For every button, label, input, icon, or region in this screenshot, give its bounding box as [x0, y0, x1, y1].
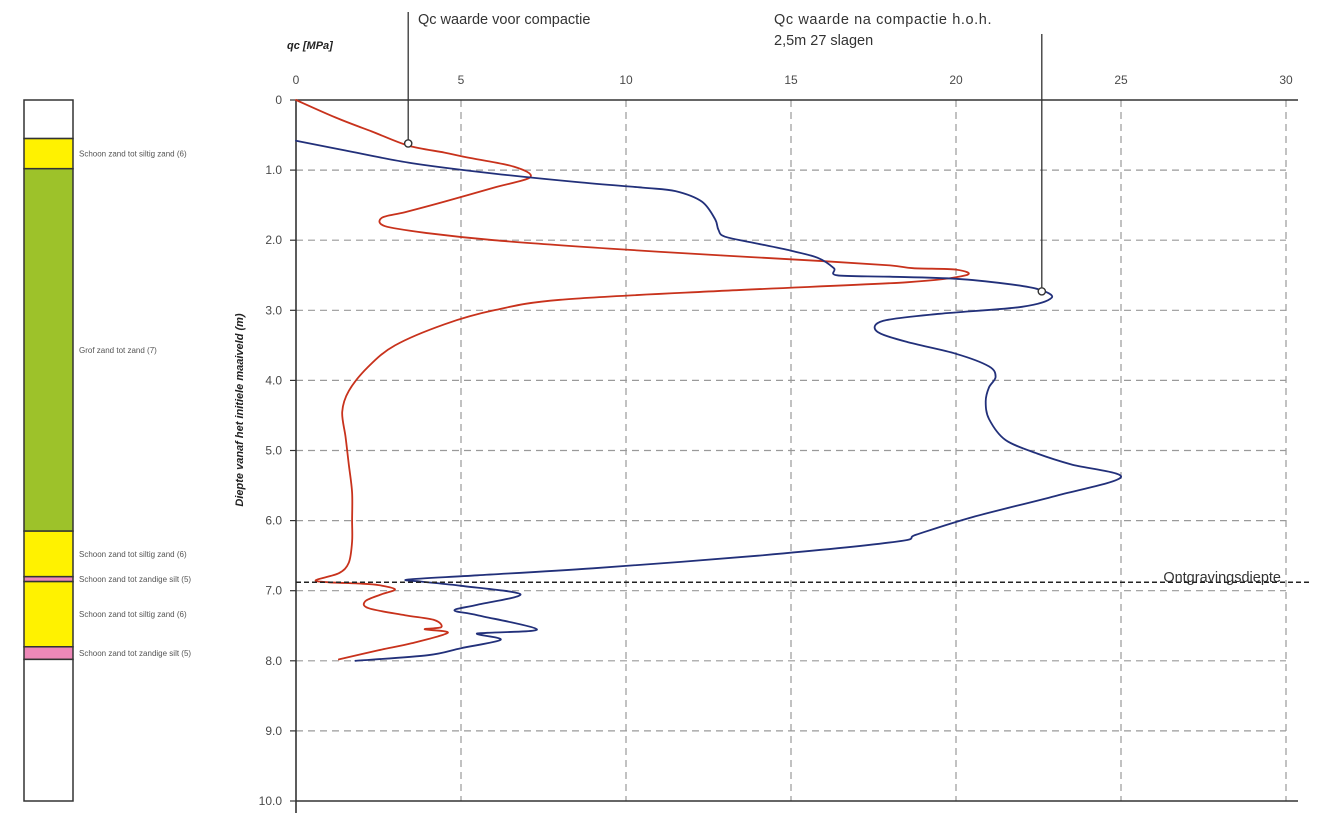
annotation-na-compactie-line2: 2,5m 27 slagen — [774, 33, 873, 49]
y-tick-label: 6.0 — [265, 514, 282, 528]
annotations — [296, 12, 1310, 584]
y-axis-label: Diepte vanaf het initiele maaiveld (m) — [234, 313, 246, 507]
marker-voor — [403, 139, 413, 148]
soil-layer — [23, 167, 74, 532]
annotation-voor-compactie: Qc waarde voor compactie — [418, 12, 590, 28]
x-tick-label: 20 — [949, 73, 963, 87]
soil-layer — [23, 658, 74, 802]
y-tick-label: 1.0 — [265, 163, 282, 177]
x-axis-label: qc [MPa] — [287, 40, 333, 52]
y-tick-label: 3.0 — [265, 303, 282, 317]
y-tick-label: 10.0 — [259, 794, 283, 808]
soil-layer-label: Schoon zand tot zandige silt (5) — [79, 575, 191, 584]
x-tick-label: 30 — [1279, 73, 1293, 87]
soil-layer — [23, 646, 74, 661]
axes — [290, 99, 1298, 813]
soil-layer-label: Grof zand tot zand (7) — [79, 346, 157, 355]
y-tick-label: 9.0 — [265, 724, 282, 738]
y-tick-label: 5.0 — [265, 444, 282, 458]
y-tick-label: 0 — [275, 93, 282, 107]
y-tick-label: 7.0 — [265, 584, 282, 598]
y-tick-label: 4.0 — [265, 373, 282, 387]
series-lines — [295, 99, 1122, 662]
series-line-na-compactie — [295, 139, 1122, 662]
soil-layer — [23, 530, 74, 578]
grid-lines — [296, 100, 1287, 801]
x-tick-label: 10 — [619, 73, 633, 87]
soil-column: Schoon zand tot siltig zand (6) Grof zand… — [23, 99, 191, 802]
y-tick-label: 2.0 — [265, 233, 282, 247]
soil-layer — [23, 580, 74, 648]
soil-layer-label: Schoon zand tot zandige silt (5) — [79, 649, 191, 658]
x-tick-label: 25 — [1114, 73, 1128, 87]
soil-layer-label: Schoon zand tot siltig zand (6) — [79, 550, 187, 559]
series-line-voor-compactie — [295, 99, 970, 661]
soil-layer — [23, 99, 74, 140]
soil-layer — [23, 137, 74, 170]
soil-layer-label: Schoon zand tot siltig zand (6) — [79, 150, 187, 159]
x-tick-label: 5 — [458, 73, 465, 87]
x-tick-labels: 0 5 10 15 20 25 30 — [293, 73, 1293, 87]
y-tick-label: 8.0 — [265, 654, 282, 668]
soil-layer-label: Schoon zand tot siltig zand (6) — [79, 610, 187, 619]
x-tick-label: 0 — [293, 73, 300, 87]
marker-na — [1037, 287, 1047, 296]
annotation-na-compactie-line1: Qc waarde na compactie h.o.h. — [774, 12, 992, 28]
x-tick-label: 15 — [784, 73, 798, 87]
ontgravingsdiepte-label: Ontgravingsdiepte — [1163, 570, 1281, 586]
y-tick-labels: 0 1.0 2.0 3.0 4.0 5.0 6.0 7.0 8.0 9.0 10.0 — [259, 93, 283, 808]
